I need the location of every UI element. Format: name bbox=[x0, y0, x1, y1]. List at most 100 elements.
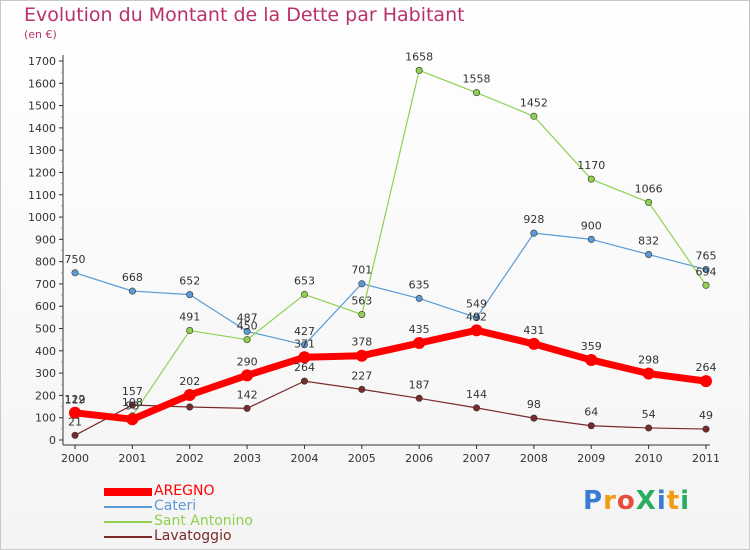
data-point-cateri bbox=[186, 291, 194, 299]
data-point-lavatoggio bbox=[587, 422, 595, 430]
data-label-aregno: 435 bbox=[409, 323, 430, 336]
y-tick-label: 1400 bbox=[28, 122, 56, 135]
data-point-cateri bbox=[473, 314, 481, 322]
x-tick-label: 2005 bbox=[348, 452, 376, 465]
y-tick-label: 500 bbox=[35, 323, 56, 336]
y-tick-label: 400 bbox=[35, 345, 56, 358]
data-label-lavatoggio: 144 bbox=[466, 388, 487, 401]
data-point-sant-antonino bbox=[358, 310, 366, 318]
data-label-cateri: 928 bbox=[523, 213, 544, 226]
data-point-aregno bbox=[355, 349, 368, 362]
data-point-lavatoggio bbox=[473, 404, 481, 412]
data-point-sant-antonino bbox=[300, 290, 308, 298]
y-tick-label: 300 bbox=[35, 367, 56, 380]
data-point-cateri bbox=[587, 235, 595, 243]
data-point-aregno bbox=[585, 353, 598, 366]
data-label-lavatoggio: 157 bbox=[122, 385, 143, 398]
legend-swatch-aregno bbox=[104, 487, 152, 496]
legend-swatch-lavatoggio bbox=[104, 535, 152, 538]
data-label-aregno: 371 bbox=[294, 337, 315, 350]
data-point-cateri bbox=[530, 229, 538, 237]
legend-label-cateri: Cateri bbox=[154, 498, 197, 514]
data-point-sant-antonino bbox=[587, 175, 595, 183]
data-point-aregno bbox=[126, 413, 139, 426]
data-point-aregno bbox=[241, 369, 254, 382]
data-point-sant-antonino bbox=[530, 112, 538, 120]
data-point-lavatoggio bbox=[186, 403, 194, 411]
x-tick-label: 2011 bbox=[692, 452, 720, 465]
logo-letter: i bbox=[656, 486, 667, 516]
x-tick-label: 2008 bbox=[520, 452, 548, 465]
data-label-cateri: 750 bbox=[65, 253, 86, 266]
y-tick-label: 1700 bbox=[28, 55, 56, 68]
data-point-sant-antonino bbox=[645, 198, 653, 206]
legend-label-aregno: AREGNO bbox=[154, 483, 215, 499]
y-tick-label: 600 bbox=[35, 300, 56, 313]
data-point-aregno bbox=[700, 375, 712, 388]
data-label-cateri: 701 bbox=[351, 264, 372, 277]
data-label-sant-antonino: 108 bbox=[122, 396, 143, 409]
data-label-cateri: 668 bbox=[122, 271, 143, 284]
logo-letter: t bbox=[666, 486, 681, 516]
x-tick-label: 2000 bbox=[61, 452, 89, 465]
series-line-aregno bbox=[71, 326, 710, 423]
data-point-sant-antonino bbox=[415, 66, 423, 74]
data-point-sant-antonino bbox=[243, 336, 251, 344]
legend-swatch-sant-antonino bbox=[104, 520, 152, 523]
data-label-lavatoggio: 21 bbox=[68, 415, 82, 428]
data-point-cateri bbox=[645, 251, 653, 259]
y-tick-label: 800 bbox=[35, 256, 56, 269]
data-label-sant-antonino: 653 bbox=[294, 274, 315, 287]
data-label-cateri: 427 bbox=[294, 325, 315, 338]
data-point-sant-antonino bbox=[473, 89, 481, 97]
data-label-aregno: 431 bbox=[523, 324, 544, 337]
data-point-cateri bbox=[300, 341, 308, 349]
data-label-cateri: 900 bbox=[581, 219, 602, 232]
x-tick-label: 2003 bbox=[233, 452, 261, 465]
legend-label-sant-antonino: Sant Antonino bbox=[154, 513, 253, 529]
proxiti-logo: ProXiti bbox=[583, 486, 690, 516]
data-label-sant-antonino: 1558 bbox=[463, 73, 491, 86]
data-point-aregno bbox=[298, 351, 311, 364]
logo-letter: o bbox=[616, 486, 636, 516]
data-point-cateri bbox=[415, 294, 423, 302]
data-label-cateri: 635 bbox=[409, 278, 430, 291]
data-label-aregno: 359 bbox=[581, 340, 602, 353]
data-label-sant-antonino: 1066 bbox=[635, 182, 663, 195]
data-label-aregno: 93 bbox=[125, 399, 139, 412]
logo-letter: X bbox=[635, 486, 657, 516]
x-tick-label: 2007 bbox=[463, 452, 491, 465]
y-tick-label: 1000 bbox=[28, 211, 56, 224]
y-tick-label: 700 bbox=[35, 278, 56, 291]
x-tick-label: 2010 bbox=[635, 452, 663, 465]
logo-letter: r bbox=[603, 486, 617, 516]
data-point-aregno bbox=[527, 337, 540, 350]
x-tick-label: 2006 bbox=[405, 452, 433, 465]
data-point-sant-antonino bbox=[702, 281, 710, 289]
y-tick-label: 0 bbox=[49, 434, 56, 447]
data-point-lavatoggio bbox=[300, 377, 308, 385]
data-label-lavatoggio: 64 bbox=[584, 406, 598, 419]
data-label-cateri: 765 bbox=[696, 249, 717, 262]
data-label-cateri: 832 bbox=[638, 235, 659, 248]
data-label-aregno: 290 bbox=[237, 355, 258, 368]
data-point-lavatoggio bbox=[702, 425, 710, 433]
data-point-lavatoggio bbox=[128, 401, 136, 409]
data-point-lavatoggio bbox=[358, 385, 366, 393]
y-tick-label: 200 bbox=[35, 389, 56, 402]
data-point-lavatoggio bbox=[530, 414, 538, 422]
data-point-aregno bbox=[69, 406, 81, 419]
data-label-aregno: 202 bbox=[179, 375, 200, 388]
y-tick-label: 1200 bbox=[28, 166, 56, 179]
x-tick-label: 2004 bbox=[290, 452, 318, 465]
data-label-lavatoggio: 142 bbox=[237, 388, 258, 401]
y-tick-label: 1300 bbox=[28, 144, 56, 157]
logo-letter: i bbox=[680, 486, 691, 516]
legend-swatch-cateri bbox=[104, 505, 152, 508]
data-label-sant-antonino: 491 bbox=[179, 311, 200, 324]
x-tick-label: 2001 bbox=[118, 452, 146, 465]
data-label-cateri: 549 bbox=[466, 298, 487, 311]
y-tick-label: 100 bbox=[35, 412, 56, 425]
